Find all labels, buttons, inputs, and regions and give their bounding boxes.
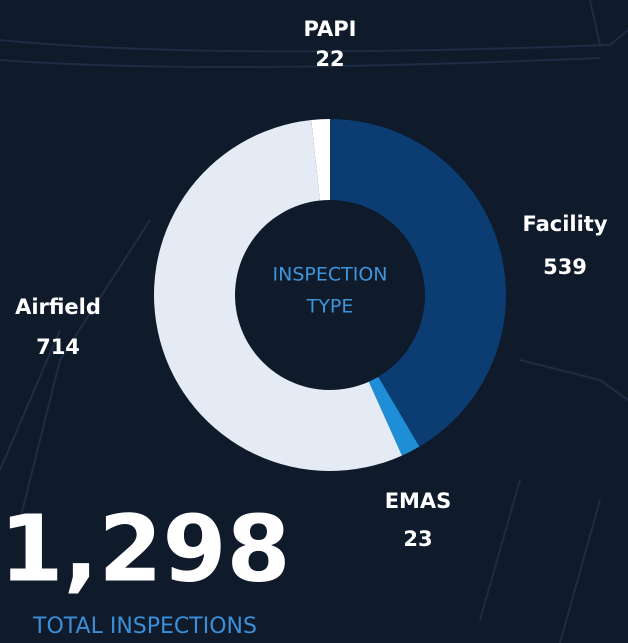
- slice: [368, 376, 420, 456]
- slice-value: 714: [36, 335, 80, 359]
- total-caption: TOTAL INSPECTIONS: [32, 614, 257, 639]
- slice-label: PAPI: [304, 17, 357, 41]
- slice: [311, 119, 330, 201]
- slice-value: 22: [315, 47, 344, 71]
- slice-label: EMAS: [385, 489, 452, 513]
- slice-label: Facility: [522, 212, 607, 236]
- center-text: TYPE: [306, 296, 354, 318]
- slice-value: 23: [403, 527, 432, 551]
- center-text: INSPECTION: [273, 264, 388, 286]
- slice-value: 539: [543, 255, 587, 279]
- total-value: 1,298: [0, 495, 291, 602]
- slice-label: Airfield: [15, 295, 101, 319]
- slice: [330, 119, 506, 447]
- slice: [154, 119, 402, 471]
